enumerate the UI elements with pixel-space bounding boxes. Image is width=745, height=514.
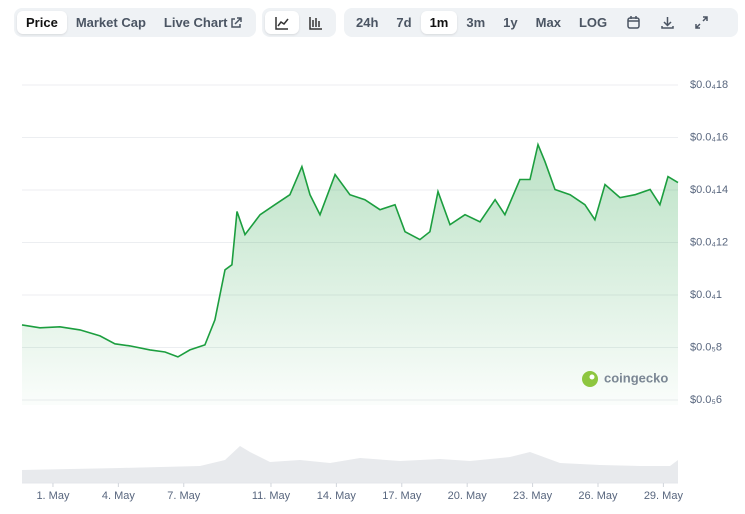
range-group: 24h 7d 1m 3m 1y Max LOG	[344, 8, 738, 37]
chart-type-group	[262, 8, 336, 37]
volume-area	[22, 446, 678, 483]
y-tick-label: $0.0₅6	[690, 394, 722, 406]
line-chart-button[interactable]	[265, 11, 299, 34]
range-button[interactable]: 1y	[503, 15, 518, 30]
y-tick-label: $0.0₄16	[690, 131, 728, 143]
y-tick-label: $0.0₄12	[690, 236, 728, 248]
view-group: Price Market Cap Live Chart	[14, 8, 256, 37]
candle-chart-button[interactable]	[299, 11, 333, 34]
price-area	[22, 144, 678, 405]
range-button[interactable]: 24h	[356, 15, 379, 30]
calendar-button[interactable]	[616, 11, 650, 34]
x-tick-label: 17. May	[382, 490, 422, 502]
price-line	[21, 141, 679, 358]
watermark: coingecko	[582, 370, 668, 387]
x-tick-label: 11. May	[252, 490, 291, 502]
watermark-text: coingecko	[604, 370, 668, 385]
x-tick-label: 7. May	[167, 490, 201, 502]
view-button[interactable]: Market Cap	[75, 15, 146, 30]
view-button[interactable]: Live Chart	[163, 15, 228, 30]
y-tick-label: $0.0₄14	[690, 184, 728, 196]
x-tick-label: 1. May	[36, 490, 70, 502]
download-button[interactable]	[650, 11, 684, 34]
x-tick-label: 4. May	[102, 490, 136, 502]
range-button[interactable]: 1m	[420, 11, 458, 34]
range-button[interactable]: Max	[535, 15, 561, 30]
x-tick-label: 23. May	[513, 490, 553, 502]
x-tick-label: 29. May	[644, 490, 684, 502]
y-tick-label: $0.0₄1	[690, 289, 722, 301]
log-button[interactable]: LOG	[578, 15, 608, 30]
range-button[interactable]: 7d	[396, 15, 412, 30]
external-icon	[231, 16, 243, 28]
y-tick-label: $0.0₅8	[690, 341, 722, 353]
y-tick-label: $0.0₄18	[690, 79, 728, 91]
x-tick-label: 26. May	[578, 490, 618, 502]
fullscreen-button[interactable]	[684, 11, 718, 34]
view-button[interactable]: Price	[17, 11, 67, 34]
x-tick-label: 20. May	[448, 490, 488, 502]
x-tick-label: 14. May	[317, 490, 357, 502]
range-button[interactable]: 3m	[466, 15, 486, 30]
